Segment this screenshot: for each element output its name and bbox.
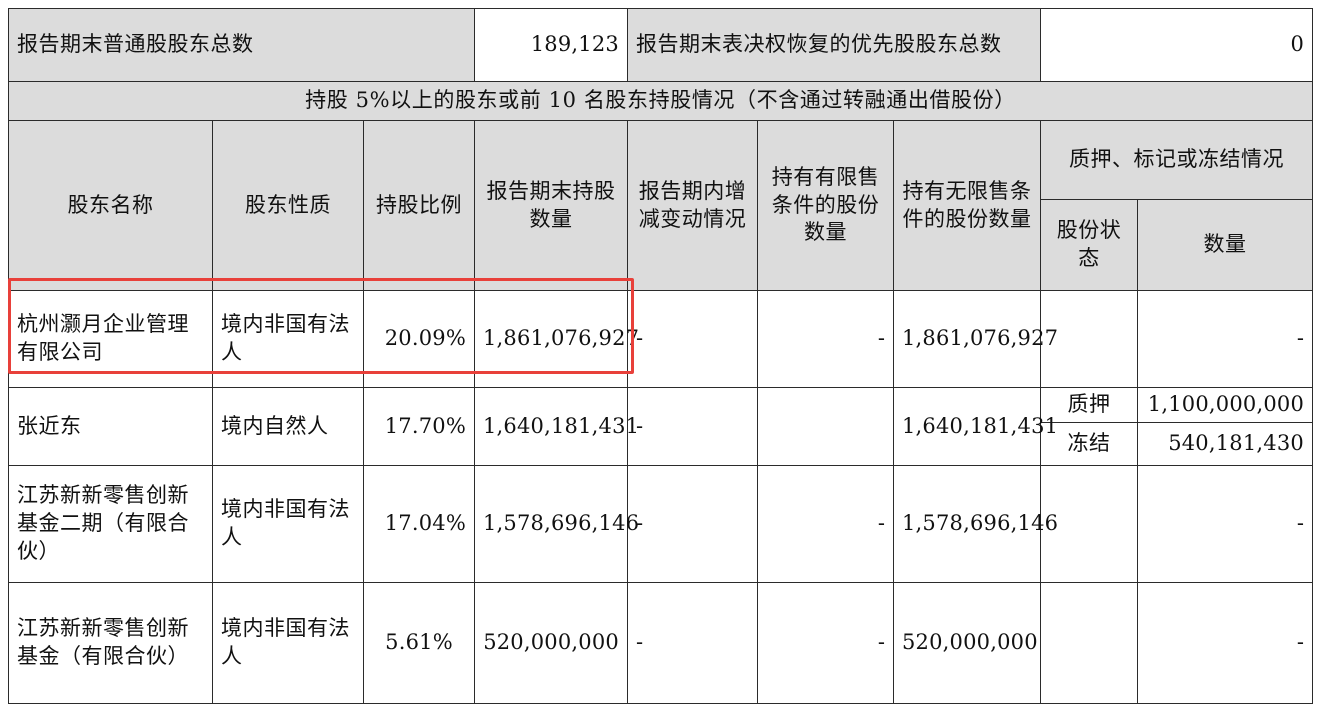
col-shareholder-nature: 股东性质	[212, 120, 364, 291]
row-0-status-qty: -	[1137, 290, 1313, 388]
row-2-unrestricted: 1,578,696,146	[893, 464, 1058, 583]
row-0-unrestricted: 1,861,076,927	[893, 290, 1058, 388]
restored-voting-pref-value: 0	[1040, 8, 1313, 82]
col-pledge-group: 质押、标记或冻结情况	[1040, 120, 1313, 200]
row-3-unrestricted: 520,000,000	[893, 581, 1041, 704]
row-1-pledge-status: 质押	[1040, 387, 1138, 423]
row-2-nature: 境内非国有法人	[212, 464, 364, 583]
row-0-ratio: 20.09%	[363, 290, 475, 388]
holding-banner: 持股 5%以上的股东或前 10 名股东持股情况（不含通过转融通出借股份）	[8, 81, 1313, 121]
row-0-change: -	[627, 290, 758, 388]
row-1-freeze-qty: 540,181,430	[1137, 421, 1313, 466]
restored-voting-pref-label: 报告期末表决权恢复的优先股股东总数	[627, 8, 1041, 82]
row-3-shares: 520,000,000	[474, 581, 628, 704]
ordinary-shareholders-label: 报告期末普通股股东总数	[8, 8, 475, 82]
row-0-shares: 1,861,076,927	[474, 290, 639, 388]
col-unrestricted-shares: 持有无限售条件的股份数量	[893, 120, 1041, 291]
col-status-quantity: 数量	[1137, 199, 1313, 291]
row-3-status-qty: -	[1137, 581, 1313, 704]
table-row: 张近东 境内自然人 17.70% 1,640,181,431 - 1,640,1…	[8, 387, 1313, 466]
row-3-change: -	[627, 581, 758, 704]
row-3-ratio: 5.61%	[363, 581, 475, 704]
row-1-name: 张近东	[8, 387, 213, 466]
column-header-row: 股东名称 股东性质 持股比例 报告期末持股数量 报告期内增减变动情况 持有有限售…	[8, 120, 1313, 291]
shareholders-table: 报告期末普通股股东总数 189,123 报告期末表决权恢复的优先股股东总数 0 …	[8, 8, 1313, 704]
row-1-change: -	[627, 387, 758, 466]
row-3-restricted: -	[757, 581, 894, 704]
row-1-unrestricted: 1,640,181,431	[893, 387, 1058, 466]
row-1-nature: 境内自然人	[212, 387, 364, 466]
row-3-name: 江苏新新零售创新基金（有限合伙）	[8, 581, 213, 704]
row-0-restricted: -	[757, 290, 894, 388]
column-subheader-row: 股份状态 数量	[9, 199, 1313, 291]
table-row-sub: 冻结 540,181,430	[9, 421, 1313, 466]
col-restricted-shares: 持有有限售条件的股份数量	[757, 120, 894, 291]
table-row: 江苏新新零售创新基金（有限合伙） 境内非国有法人 5.61% 520,000,0…	[8, 581, 1313, 704]
row-1-pledge-qty: 1,100,000,000	[1137, 387, 1313, 423]
col-shareholder-name: 股东名称	[8, 120, 213, 291]
row-2-ratio: 17.04%	[363, 464, 475, 583]
row-1-shares: 1,640,181,431	[474, 387, 639, 466]
table-row: 杭州灏月企业管理有限公司 境内非国有法人 20.09% 1,861,076,92…	[8, 290, 1313, 388]
ordinary-shareholders-value: 189,123	[474, 8, 628, 82]
row-2-name: 江苏新新零售创新基金二期（有限合伙）	[8, 464, 213, 583]
banner-row: 持股 5%以上的股东或前 10 名股东持股情况（不含通过转融通出借股份）	[8, 81, 1313, 121]
row-1-freeze-status: 冻结	[1040, 421, 1138, 466]
col-period-change: 报告期内增减变动情况	[627, 120, 758, 291]
col-period-end-shares: 报告期末持股数量	[474, 120, 628, 291]
row-0-nature: 境内非国有法人	[212, 290, 364, 388]
summary-row: 报告期末普通股股东总数 189,123 报告期末表决权恢复的优先股股东总数 0	[8, 8, 1313, 82]
row-2-status-qty: -	[1137, 464, 1313, 583]
col-share-status: 股份状态	[1040, 199, 1138, 291]
table-row: 江苏新新零售创新基金二期（有限合伙） 境内非国有法人 17.04% 1,578,…	[8, 464, 1313, 583]
row-0-name: 杭州灏月企业管理有限公司	[8, 290, 213, 388]
row-1-restricted	[757, 387, 894, 466]
col-holding-ratio: 持股比例	[363, 120, 475, 291]
row-2-restricted: -	[757, 464, 894, 583]
row-2-change: -	[627, 464, 758, 583]
row-1-ratio: 17.70%	[363, 387, 475, 466]
row-3-nature: 境内非国有法人	[212, 581, 364, 704]
row-3-status	[1040, 581, 1138, 704]
row-2-shares: 1,578,696,146	[474, 464, 639, 583]
